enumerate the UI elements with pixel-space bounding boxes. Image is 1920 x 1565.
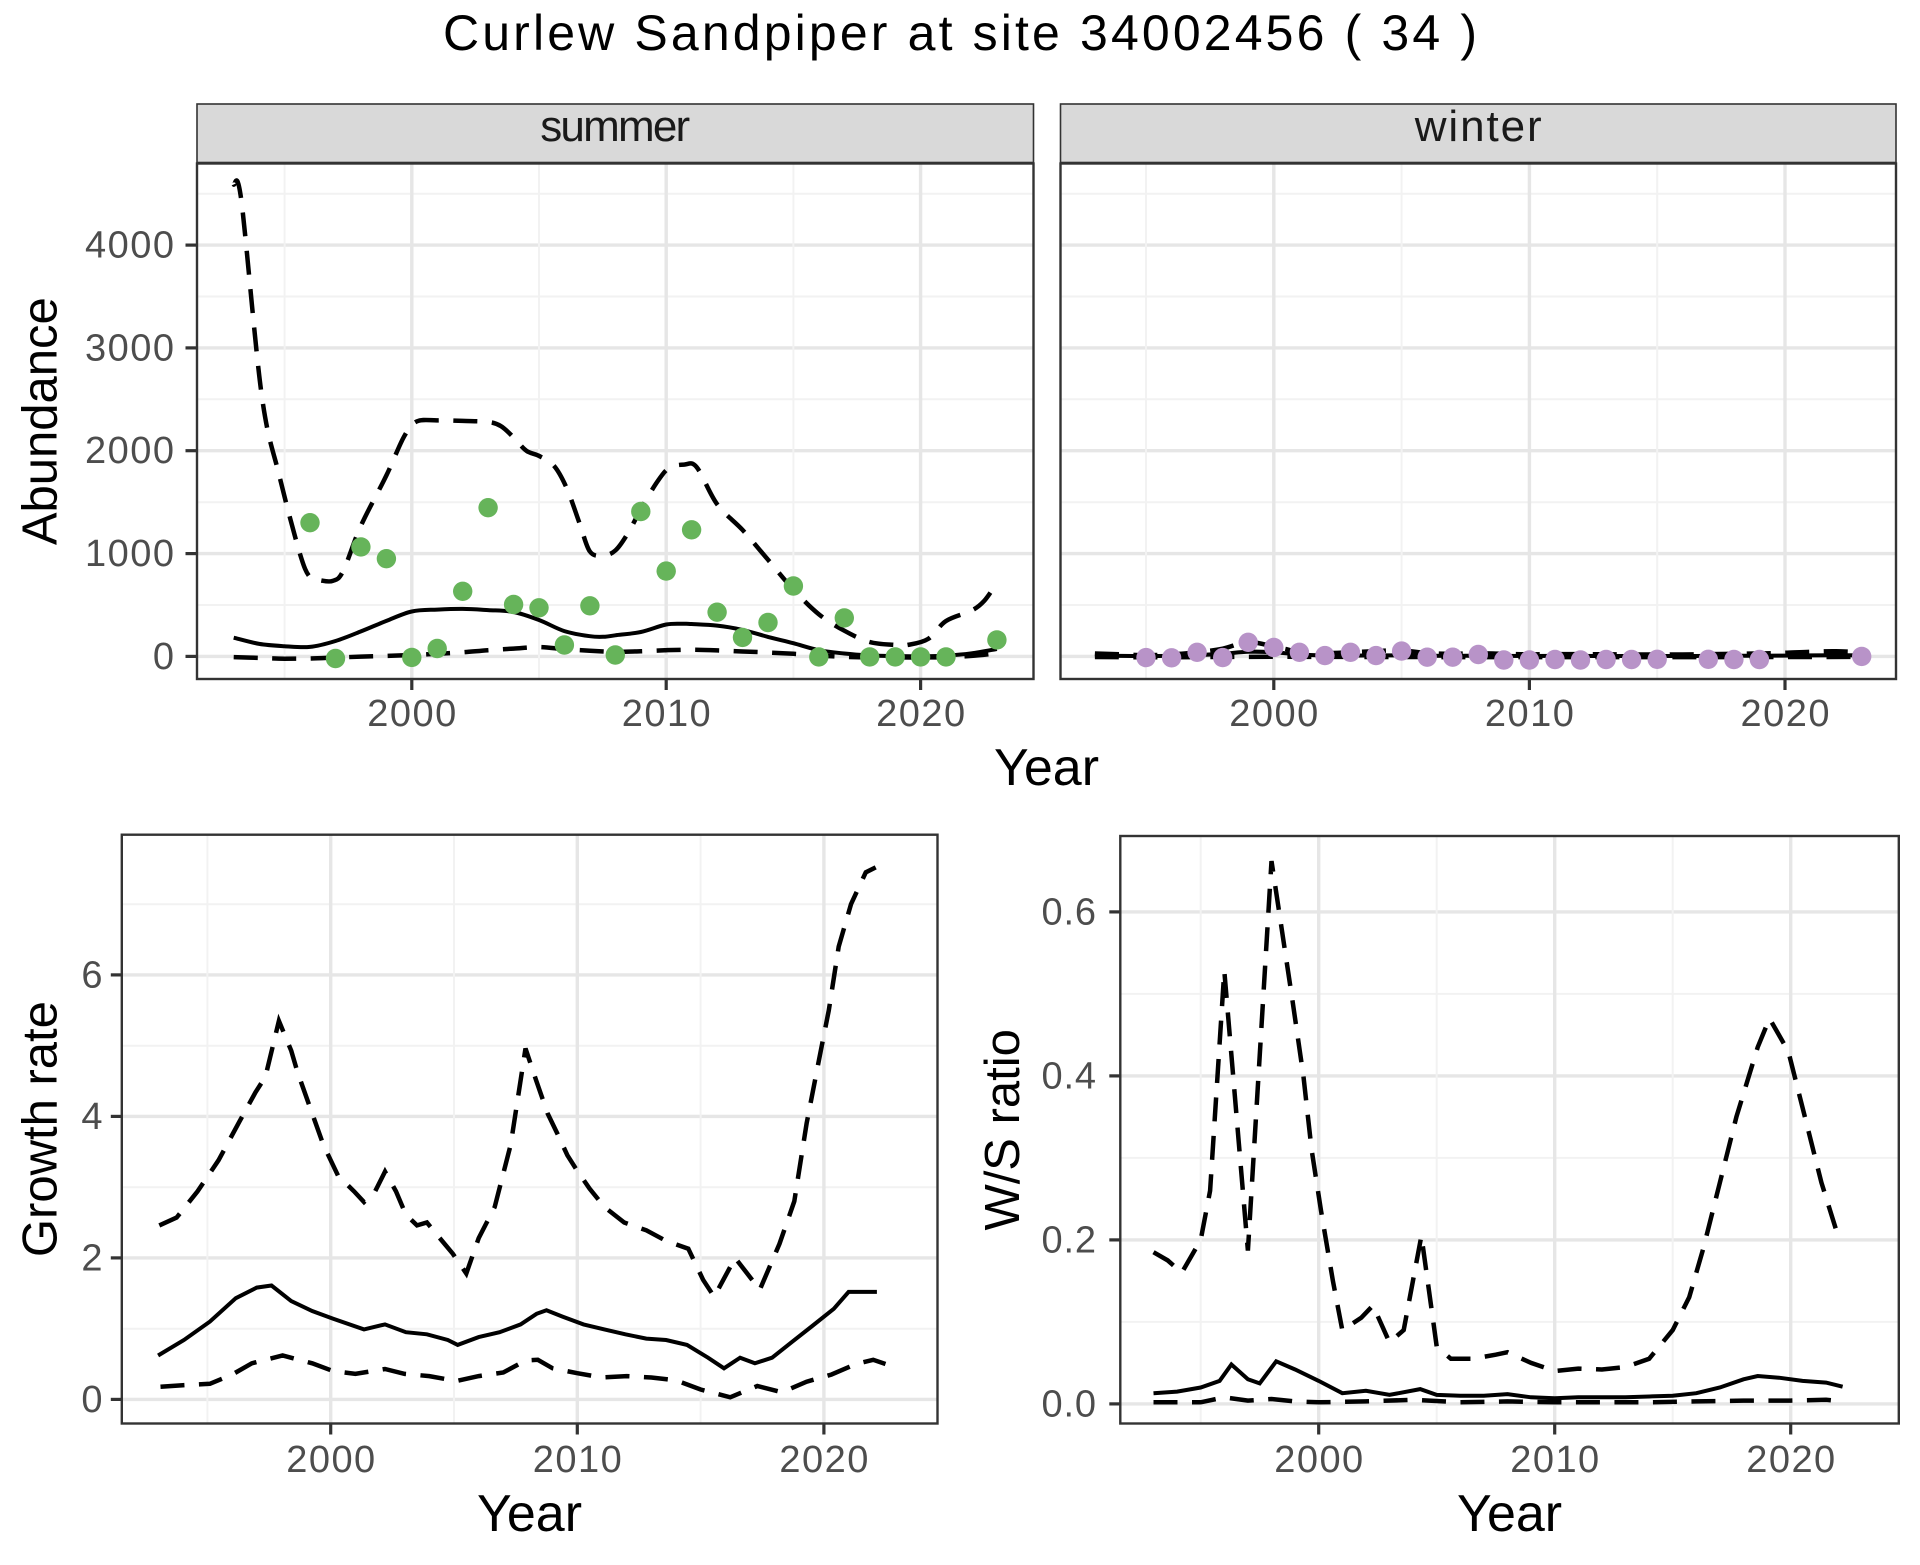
svg-text:0.0: 0.0	[1042, 1383, 1097, 1425]
svg-text:Growth rate: Growth rate	[14, 1001, 68, 1257]
svg-text:0.2: 0.2	[1042, 1219, 1097, 1261]
svg-text:0: 0	[153, 636, 174, 678]
svg-text:2020: 2020	[1746, 1439, 1835, 1481]
svg-text:2020: 2020	[1741, 693, 1830, 735]
svg-text:winter: winter	[1414, 102, 1542, 151]
svg-text:2010: 2010	[622, 693, 711, 735]
svg-text:summer: summer	[540, 102, 690, 151]
svg-text:2020: 2020	[779, 1439, 868, 1481]
svg-text:Year: Year	[1457, 1485, 1562, 1543]
svg-text:4: 4	[81, 1096, 102, 1138]
svg-text:Abundance: Abundance	[14, 297, 68, 545]
svg-text:2010: 2010	[1510, 1439, 1599, 1481]
svg-text:2010: 2010	[1485, 693, 1574, 735]
svg-text:W/S ratio: W/S ratio	[976, 1029, 1030, 1230]
svg-text:0.4: 0.4	[1042, 1055, 1097, 1097]
svg-text:2020: 2020	[876, 693, 965, 735]
svg-text:6: 6	[81, 954, 102, 996]
svg-text:2000: 2000	[1229, 693, 1318, 735]
svg-text:3000: 3000	[85, 327, 174, 369]
svg-text:2: 2	[81, 1237, 102, 1279]
svg-text:Curlew Sandpiper at site 34002: Curlew Sandpiper at site 34002456 ( 34 )	[443, 5, 1477, 61]
svg-text:0.6: 0.6	[1042, 891, 1097, 933]
svg-text:1000: 1000	[85, 533, 174, 575]
svg-text:Year: Year	[994, 739, 1099, 797]
svg-text:Year: Year	[477, 1485, 582, 1543]
svg-text:2000: 2000	[367, 693, 456, 735]
svg-text:4000: 4000	[85, 225, 174, 267]
svg-text:2010: 2010	[533, 1439, 622, 1481]
svg-text:2000: 2000	[85, 430, 174, 472]
svg-text:2000: 2000	[286, 1439, 375, 1481]
svg-text:2000: 2000	[1274, 1439, 1363, 1481]
svg-text:0: 0	[81, 1379, 102, 1421]
